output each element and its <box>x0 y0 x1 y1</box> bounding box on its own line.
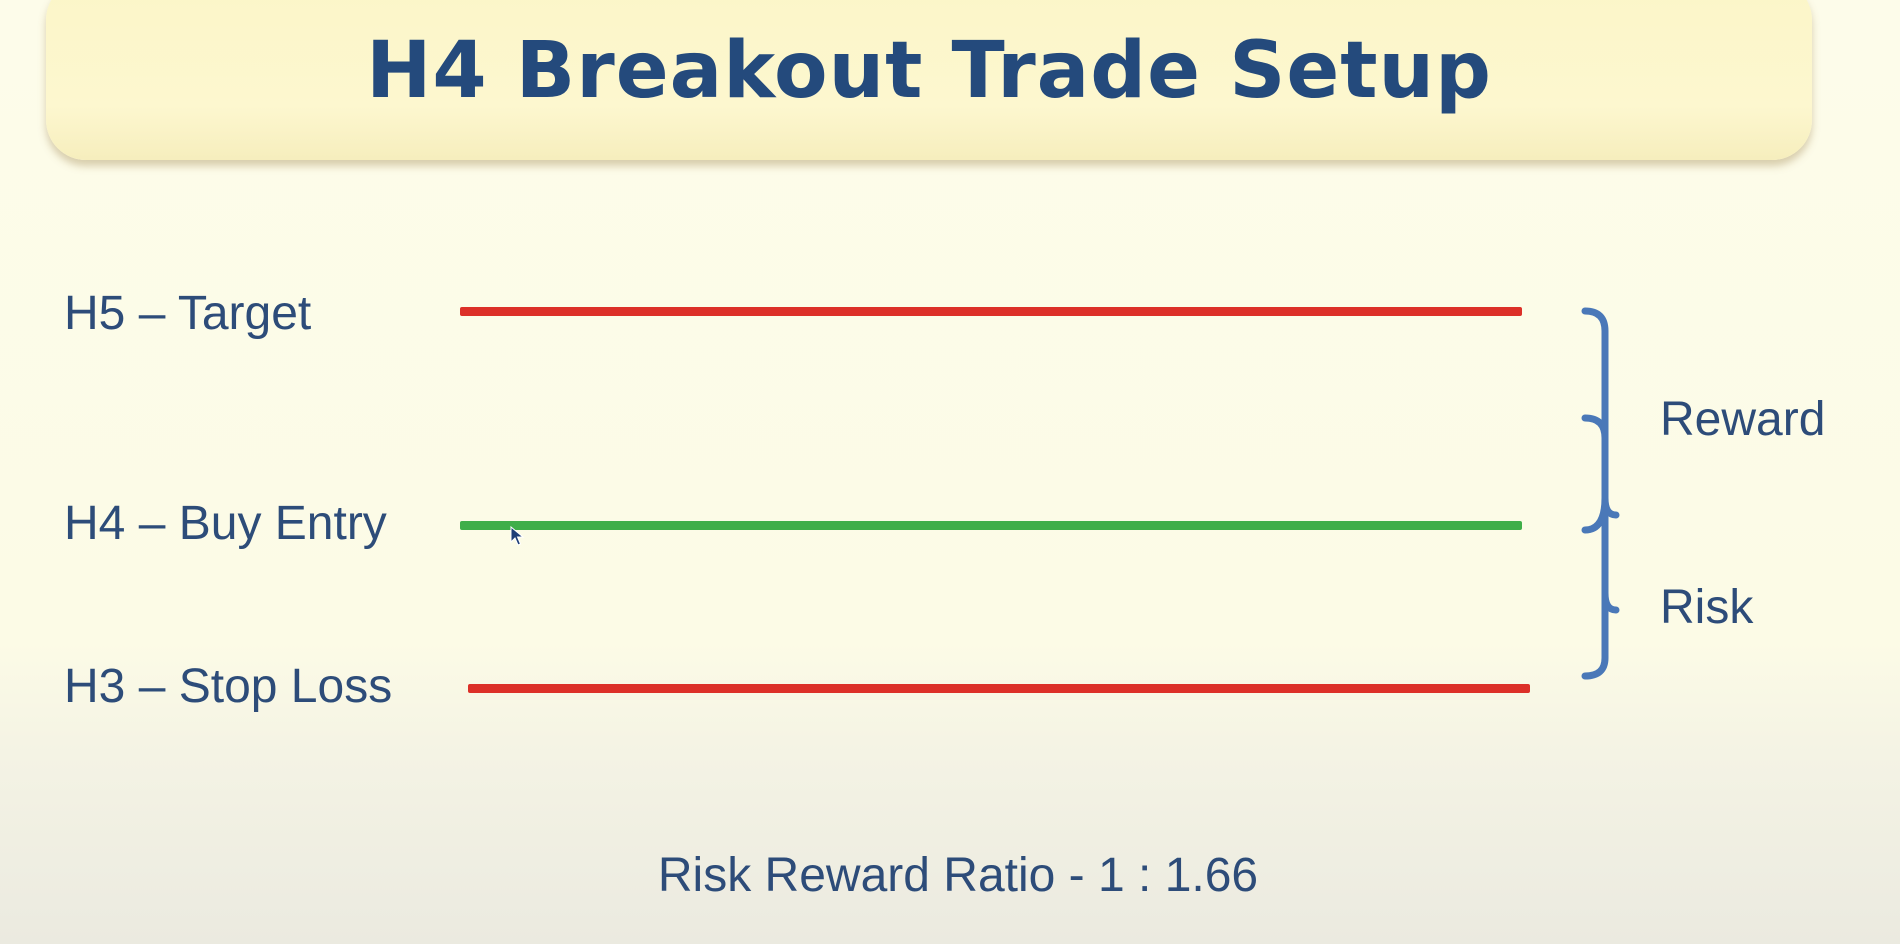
target-label: H5 – Target <box>64 287 312 340</box>
stop-label: H3 – Stop Loss <box>64 660 393 713</box>
title-banner: H4 Breakout Trade Setup <box>46 0 1812 160</box>
risk-bracket-icon <box>1581 414 1620 680</box>
risk-reward-ratio-text: Risk Reward Ratio - 1 : 1.66 <box>657 849 1259 902</box>
entry-line <box>460 521 1522 530</box>
target-line <box>460 307 1522 316</box>
stop-line <box>468 684 1530 693</box>
risk-label: Risk <box>1660 581 1754 634</box>
risk-reward-ratio: Risk Reward Ratio - 1 : 1.66 <box>0 852 1900 900</box>
slide-title: H4 Breakout Trade Setup <box>366 26 1492 116</box>
mouse-pointer-icon <box>510 526 525 546</box>
reward-label: Reward <box>1660 393 1826 446</box>
entry-label: H4 – Buy Entry <box>64 497 387 550</box>
